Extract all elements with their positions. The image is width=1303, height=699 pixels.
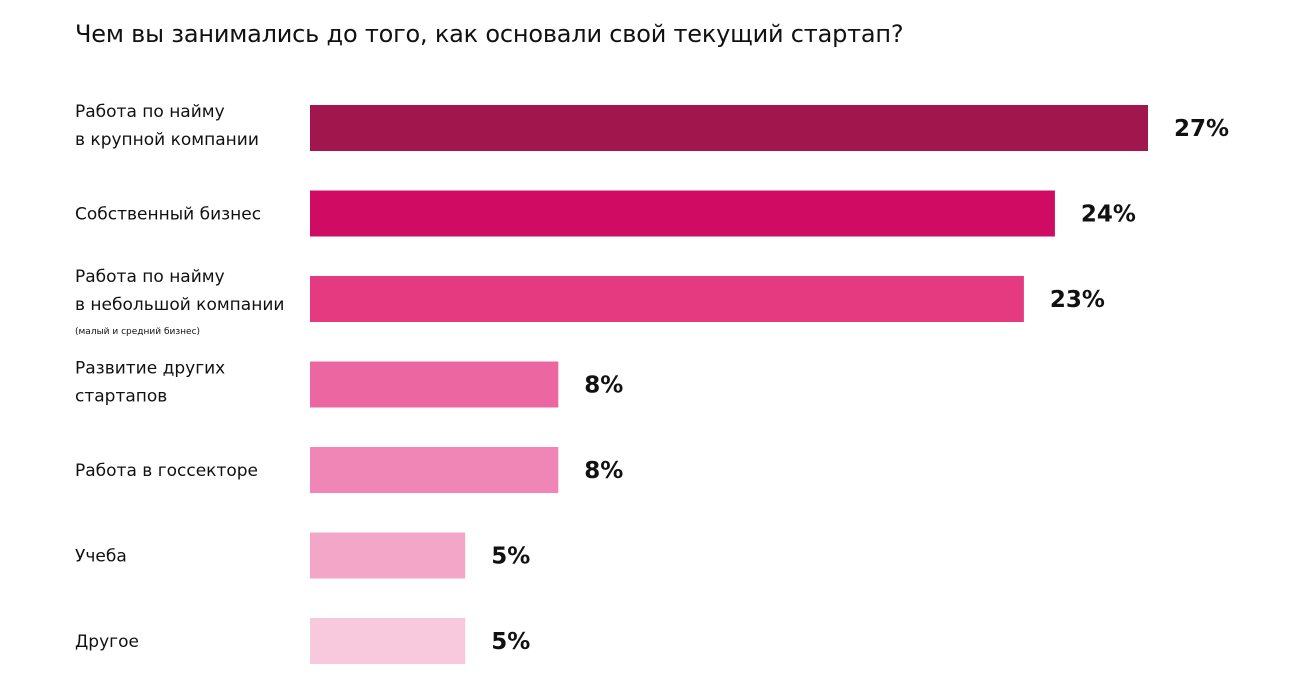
category-label: Другое (75, 632, 139, 652)
value-label: 24% (1081, 202, 1136, 228)
category-label: стартапов (75, 387, 167, 407)
value-label: 23% (1050, 287, 1105, 313)
category-label: Работа по найму (75, 267, 225, 287)
value-label: 27% (1174, 116, 1229, 142)
bar (310, 532, 466, 579)
bar (310, 190, 1055, 237)
category-label: Развитие других (75, 359, 225, 379)
bar (310, 361, 559, 408)
category-label: Работа по найму (75, 102, 225, 122)
chart-title: Чем вы занимались до того, как основали … (75, 20, 904, 48)
category-label: Работа в госсекторе (75, 461, 258, 481)
bar (310, 105, 1148, 151)
value-label: 8% (584, 458, 623, 484)
value-label: 5% (491, 629, 530, 655)
category-note: (малый и средний бизнес) (75, 327, 200, 337)
value-label: 5% (491, 544, 530, 570)
category-label: в небольшой компании (75, 295, 284, 315)
category-label: Учеба (75, 547, 127, 567)
bars-layer: 27% Работа по найму в крупной компании 24% С… (75, 102, 1229, 664)
value-label: 8% (584, 373, 623, 399)
bar (310, 447, 559, 493)
bar (310, 618, 466, 664)
category-label: в крупной компании (75, 130, 259, 150)
category-label: Собственный бизнес (75, 205, 261, 225)
bar (310, 276, 1024, 322)
